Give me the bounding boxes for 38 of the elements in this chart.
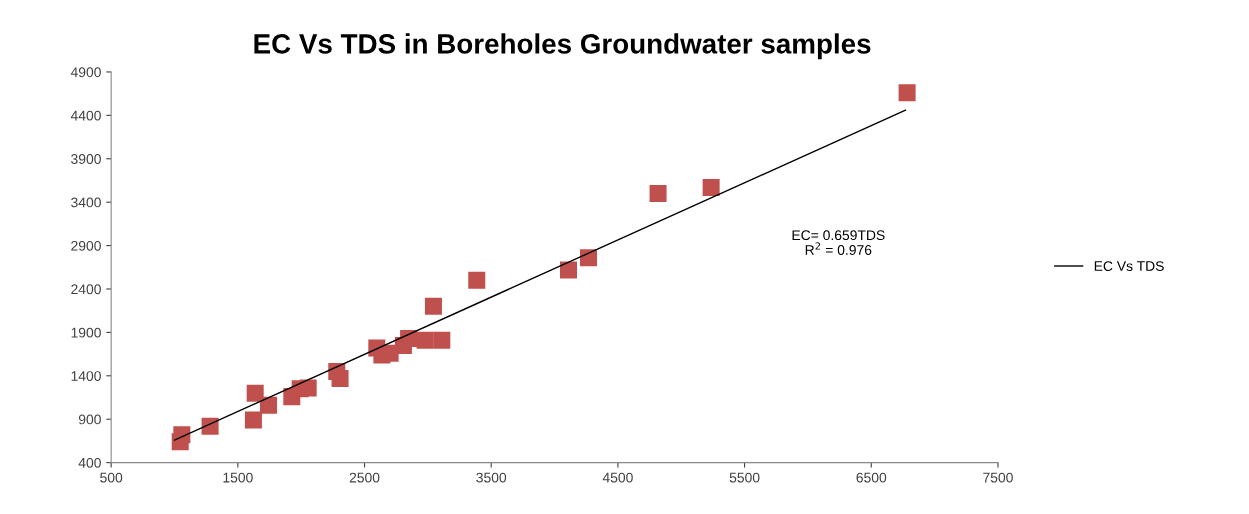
y-tick-label: 400 xyxy=(78,457,101,468)
x-tick-label: 3500 xyxy=(476,472,507,483)
annotation: EC= 0.659TDS R$^{2}$ = 0.976 xyxy=(792,230,885,255)
point xyxy=(260,396,278,414)
y-tick-label: 2400 xyxy=(71,284,101,295)
x-tick-label: 4500 xyxy=(602,472,633,483)
x-tick-label: 500 xyxy=(100,472,123,483)
y-tick-label: 3900 xyxy=(71,154,101,164)
x-tick-label: 1500 xyxy=(223,472,253,483)
legend-label: EC Vs TDS xyxy=(1094,261,1164,272)
point xyxy=(416,331,434,349)
y-tick-label: 3400 xyxy=(71,197,101,208)
point xyxy=(299,379,317,397)
point xyxy=(424,297,442,315)
point xyxy=(702,178,720,196)
x-tick-label: 6500 xyxy=(856,472,887,483)
point xyxy=(400,329,418,347)
point xyxy=(331,369,349,387)
point xyxy=(468,271,486,289)
chart-title: EC Vs TDS in Boreholes Groundwater samples xyxy=(254,33,871,60)
point xyxy=(173,426,191,444)
y-tick-label: 900 xyxy=(78,414,101,425)
x-tick-label: 5500 xyxy=(729,472,760,483)
point xyxy=(244,411,262,429)
y-tick-label: 1900 xyxy=(71,327,101,338)
y-tick-label: 4400 xyxy=(70,110,101,121)
y-tick-label: 4900 xyxy=(70,67,101,78)
point xyxy=(580,249,598,267)
x-tick-label: 2500 xyxy=(349,472,380,483)
point xyxy=(649,184,667,202)
point xyxy=(246,384,264,402)
point xyxy=(433,331,451,349)
point xyxy=(898,84,916,102)
y-tick-label: 2900 xyxy=(71,240,101,251)
point xyxy=(559,261,577,279)
y-tick-label: 1400 xyxy=(71,371,101,381)
x-tick-label: 7500 xyxy=(983,472,1013,483)
point xyxy=(201,417,219,435)
